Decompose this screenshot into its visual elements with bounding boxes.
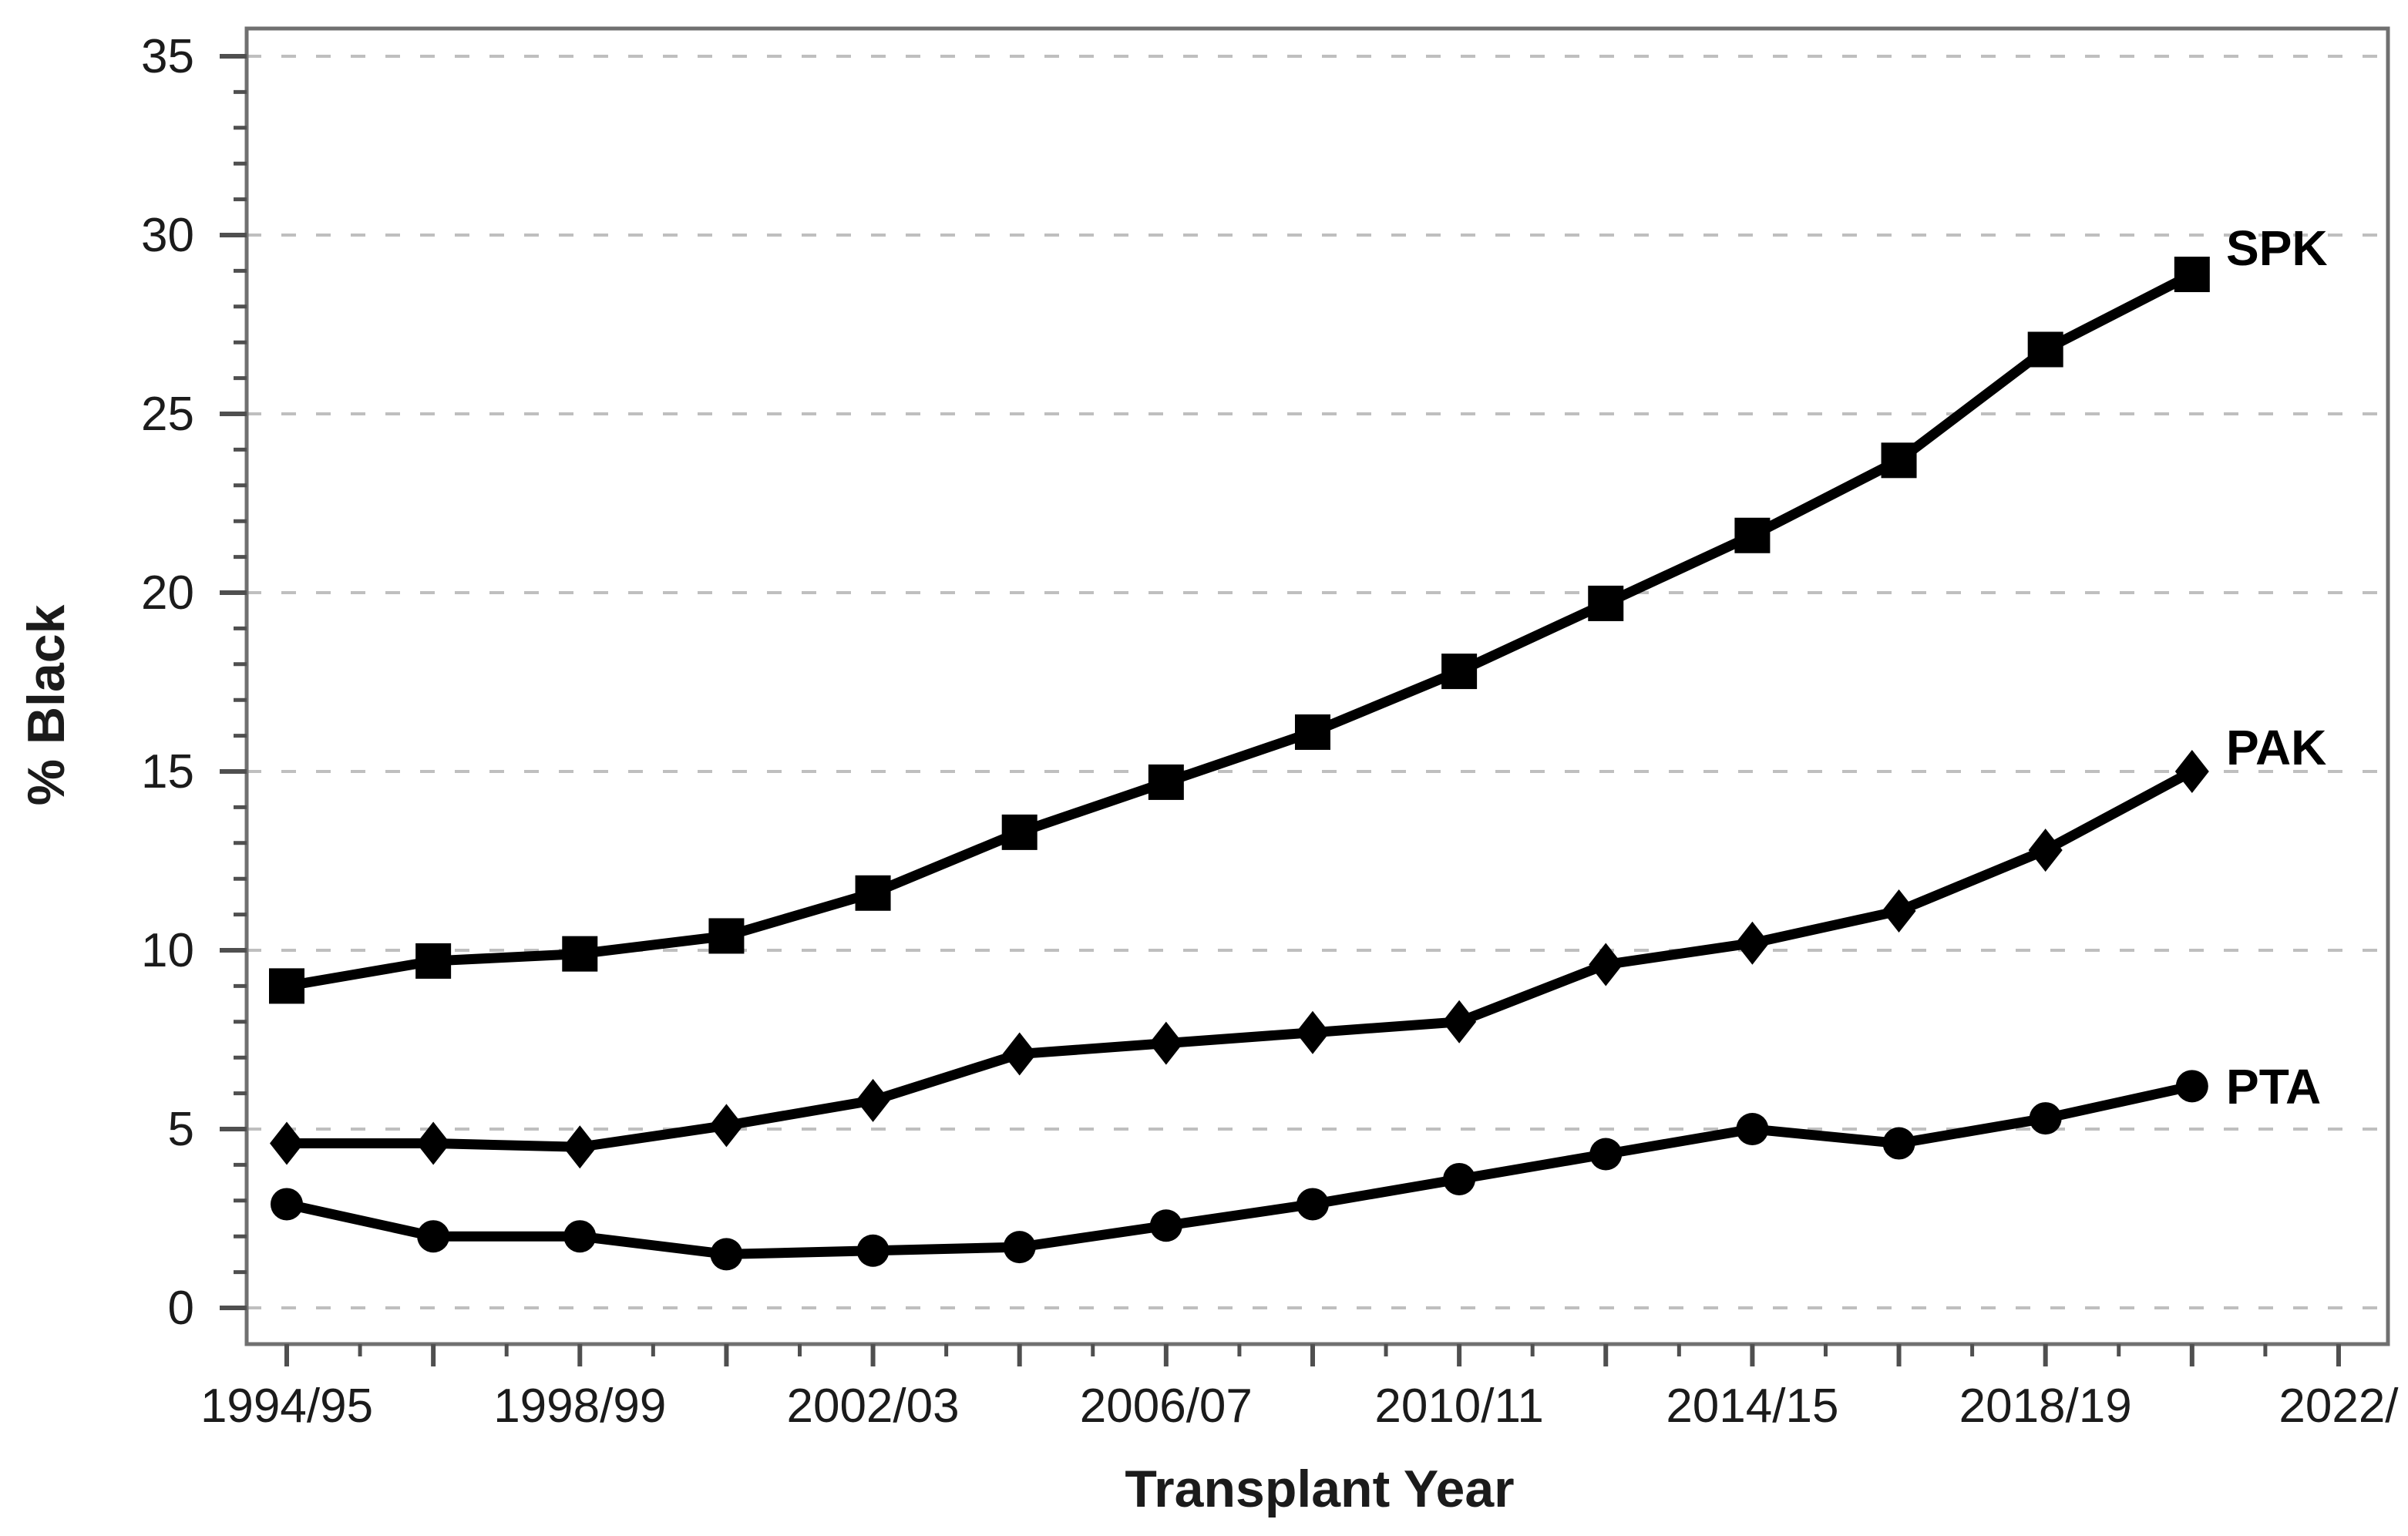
marker-spk-11: [1881, 442, 1917, 479]
marker-spk-0: [269, 968, 304, 1004]
marker-pak-5: [1002, 1032, 1037, 1076]
marker-pak-12: [2028, 828, 2063, 872]
marker-pak-7: [1295, 1010, 1330, 1054]
x-tick-label: 2018/19: [1959, 1380, 2132, 1433]
marker-pak-9: [1589, 943, 1623, 986]
marker-spk-1: [415, 943, 452, 979]
marker-pak-11: [1882, 889, 1916, 933]
marker-pak-0: [270, 1121, 304, 1165]
y-tick-label: 20: [141, 566, 194, 620]
y-axis-title: % Black: [17, 604, 76, 806]
y-tick-label: 0: [168, 1282, 194, 1335]
series-line-pak: [287, 767, 2194, 1152]
marker-pta-11: [1882, 1127, 1915, 1160]
marker-pak-1: [416, 1121, 451, 1165]
marker-spk-8: [1441, 654, 1478, 690]
series-label-spk: SPK: [2226, 220, 2328, 276]
x-tick-label: 2002/03: [786, 1380, 959, 1433]
marker-pak-13: [2174, 750, 2209, 793]
marker-spk-7: [1294, 714, 1330, 750]
marker-pta-9: [1589, 1138, 1623, 1171]
marker-pta-8: [1443, 1162, 1476, 1195]
x-tick-label: 2022/: [2279, 1380, 2399, 1433]
series-label-pta: PTA: [2226, 1059, 2322, 1114]
marker-pta-12: [2029, 1102, 2062, 1135]
series-label-pak: PAK: [2226, 720, 2327, 775]
marker-pta-0: [271, 1188, 303, 1221]
marker-pta-6: [1149, 1209, 1182, 1242]
plot-frame: [244, 26, 2390, 1346]
marker-pta-10: [1736, 1113, 1769, 1145]
y-tick-label: 30: [141, 209, 194, 262]
marker-spk-9: [1588, 585, 1624, 621]
y-tick-label: 35: [141, 30, 194, 83]
y-tick-label: 15: [141, 745, 194, 798]
marker-pak-8: [1442, 1000, 1477, 1044]
x-tick-label: 2014/15: [1666, 1380, 1838, 1433]
y-tick-label: 5: [168, 1103, 194, 1156]
marker-pta-3: [710, 1238, 743, 1271]
x-axis-title: Transplant Year: [1125, 1460, 1515, 1518]
marker-spk-2: [562, 936, 598, 972]
x-tick-label: 2010/11: [1374, 1380, 1544, 1433]
y-tick-label: 10: [141, 924, 194, 977]
marker-pta-7: [1296, 1188, 1329, 1221]
marker-spk-6: [1148, 764, 1184, 800]
marker-spk-13: [2174, 257, 2210, 293]
marker-pta-4: [856, 1234, 890, 1267]
x-tick-label: 1998/99: [493, 1380, 666, 1433]
marker-pta-1: [417, 1220, 450, 1253]
marker-spk-4: [855, 875, 891, 911]
marker-pta-2: [563, 1220, 597, 1253]
marker-spk-12: [2027, 331, 2063, 368]
x-tick-label: 1994/95: [200, 1380, 373, 1433]
marker-pak-4: [856, 1078, 890, 1122]
marker-spk-10: [1734, 517, 1771, 553]
marker-pta-5: [1003, 1231, 1036, 1264]
marker-spk-5: [1001, 814, 1038, 850]
marker-spk-3: [708, 918, 745, 954]
series-line-pta: [285, 1081, 2194, 1259]
y-tick-label: 25: [141, 388, 194, 441]
x-tick-label: 2006/07: [1080, 1380, 1253, 1433]
marker-pak-10: [1735, 921, 1770, 965]
series-line-spk: [285, 270, 2194, 991]
marker-pak-3: [709, 1104, 744, 1148]
marker-pak-6: [1149, 1021, 1183, 1065]
marker-pta-13: [2175, 1070, 2208, 1103]
marker-pak-2: [563, 1125, 597, 1169]
